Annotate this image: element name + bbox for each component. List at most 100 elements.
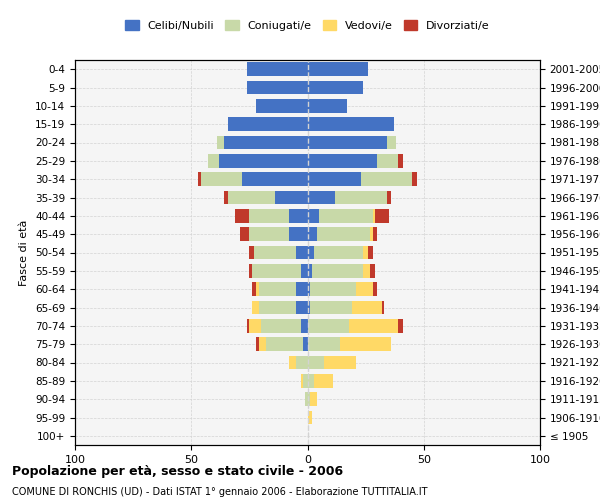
- Bar: [308, 190, 335, 204]
- Bar: [375, 209, 389, 222]
- Bar: [198, 172, 200, 186]
- Bar: [305, 392, 308, 406]
- Bar: [217, 136, 224, 149]
- Bar: [308, 172, 361, 186]
- Bar: [301, 374, 303, 388]
- Bar: [373, 282, 377, 296]
- Bar: [412, 172, 417, 186]
- Bar: [266, 338, 303, 351]
- Bar: [275, 190, 308, 204]
- Bar: [373, 228, 377, 241]
- Bar: [303, 338, 308, 351]
- Bar: [310, 282, 356, 296]
- Bar: [361, 172, 412, 186]
- Bar: [324, 356, 356, 370]
- Bar: [356, 282, 373, 296]
- Bar: [229, 190, 275, 204]
- Bar: [386, 190, 391, 204]
- Bar: [314, 246, 364, 260]
- Bar: [252, 300, 259, 314]
- Bar: [289, 209, 308, 222]
- Bar: [308, 118, 394, 131]
- Bar: [349, 319, 398, 332]
- Bar: [308, 338, 340, 351]
- Bar: [247, 62, 308, 76]
- Bar: [308, 246, 314, 260]
- Bar: [224, 136, 308, 149]
- Bar: [259, 300, 296, 314]
- Bar: [259, 338, 266, 351]
- Bar: [317, 228, 370, 241]
- Bar: [319, 209, 373, 222]
- Bar: [261, 319, 301, 332]
- Bar: [208, 154, 219, 168]
- Bar: [308, 80, 364, 94]
- Bar: [308, 392, 310, 406]
- Legend: Celibi/Nubili, Coniugati/e, Vedovi/e, Divorziati/e: Celibi/Nubili, Coniugati/e, Vedovi/e, Di…: [121, 16, 494, 35]
- Bar: [377, 154, 398, 168]
- Bar: [308, 228, 317, 241]
- Bar: [303, 374, 308, 388]
- Bar: [250, 228, 289, 241]
- Bar: [370, 264, 375, 278]
- Bar: [252, 264, 301, 278]
- Bar: [340, 338, 391, 351]
- Bar: [308, 136, 386, 149]
- Bar: [308, 99, 347, 112]
- Bar: [308, 62, 368, 76]
- Bar: [256, 338, 259, 351]
- Bar: [296, 300, 308, 314]
- Bar: [308, 264, 312, 278]
- Bar: [382, 300, 384, 314]
- Text: Popolazione per età, sesso e stato civile - 2006: Popolazione per età, sesso e stato civil…: [12, 465, 343, 478]
- Bar: [252, 282, 256, 296]
- Bar: [308, 154, 377, 168]
- Y-axis label: Fasce di età: Fasce di età: [19, 220, 29, 286]
- Bar: [308, 410, 312, 424]
- Bar: [308, 282, 310, 296]
- Bar: [229, 118, 308, 131]
- Bar: [296, 356, 308, 370]
- Bar: [398, 154, 403, 168]
- Bar: [308, 319, 349, 332]
- Bar: [256, 282, 259, 296]
- Bar: [200, 172, 242, 186]
- Bar: [242, 172, 308, 186]
- Bar: [373, 209, 375, 222]
- Bar: [289, 356, 296, 370]
- Bar: [296, 246, 308, 260]
- Bar: [308, 300, 310, 314]
- Bar: [312, 264, 363, 278]
- Bar: [256, 99, 308, 112]
- Bar: [398, 319, 403, 332]
- Bar: [250, 209, 289, 222]
- Bar: [289, 228, 308, 241]
- Bar: [250, 264, 252, 278]
- Bar: [368, 246, 373, 260]
- Bar: [301, 264, 308, 278]
- Bar: [310, 300, 352, 314]
- Bar: [250, 319, 261, 332]
- Bar: [308, 356, 324, 370]
- Bar: [247, 319, 250, 332]
- Bar: [352, 300, 382, 314]
- Bar: [314, 374, 333, 388]
- Bar: [219, 154, 308, 168]
- Bar: [308, 374, 314, 388]
- Bar: [240, 228, 250, 241]
- Bar: [250, 246, 254, 260]
- Bar: [247, 80, 308, 94]
- Bar: [364, 246, 368, 260]
- Bar: [235, 209, 250, 222]
- Text: COMUNE DI RONCHIS (UD) - Dati ISTAT 1° gennaio 2006 - Elaborazione TUTTITALIA.IT: COMUNE DI RONCHIS (UD) - Dati ISTAT 1° g…: [12, 487, 427, 497]
- Bar: [370, 228, 373, 241]
- Bar: [386, 136, 396, 149]
- Bar: [301, 319, 308, 332]
- Bar: [308, 209, 319, 222]
- Bar: [296, 282, 308, 296]
- Bar: [254, 246, 296, 260]
- Bar: [364, 264, 370, 278]
- Bar: [335, 190, 386, 204]
- Bar: [259, 282, 296, 296]
- Bar: [224, 190, 229, 204]
